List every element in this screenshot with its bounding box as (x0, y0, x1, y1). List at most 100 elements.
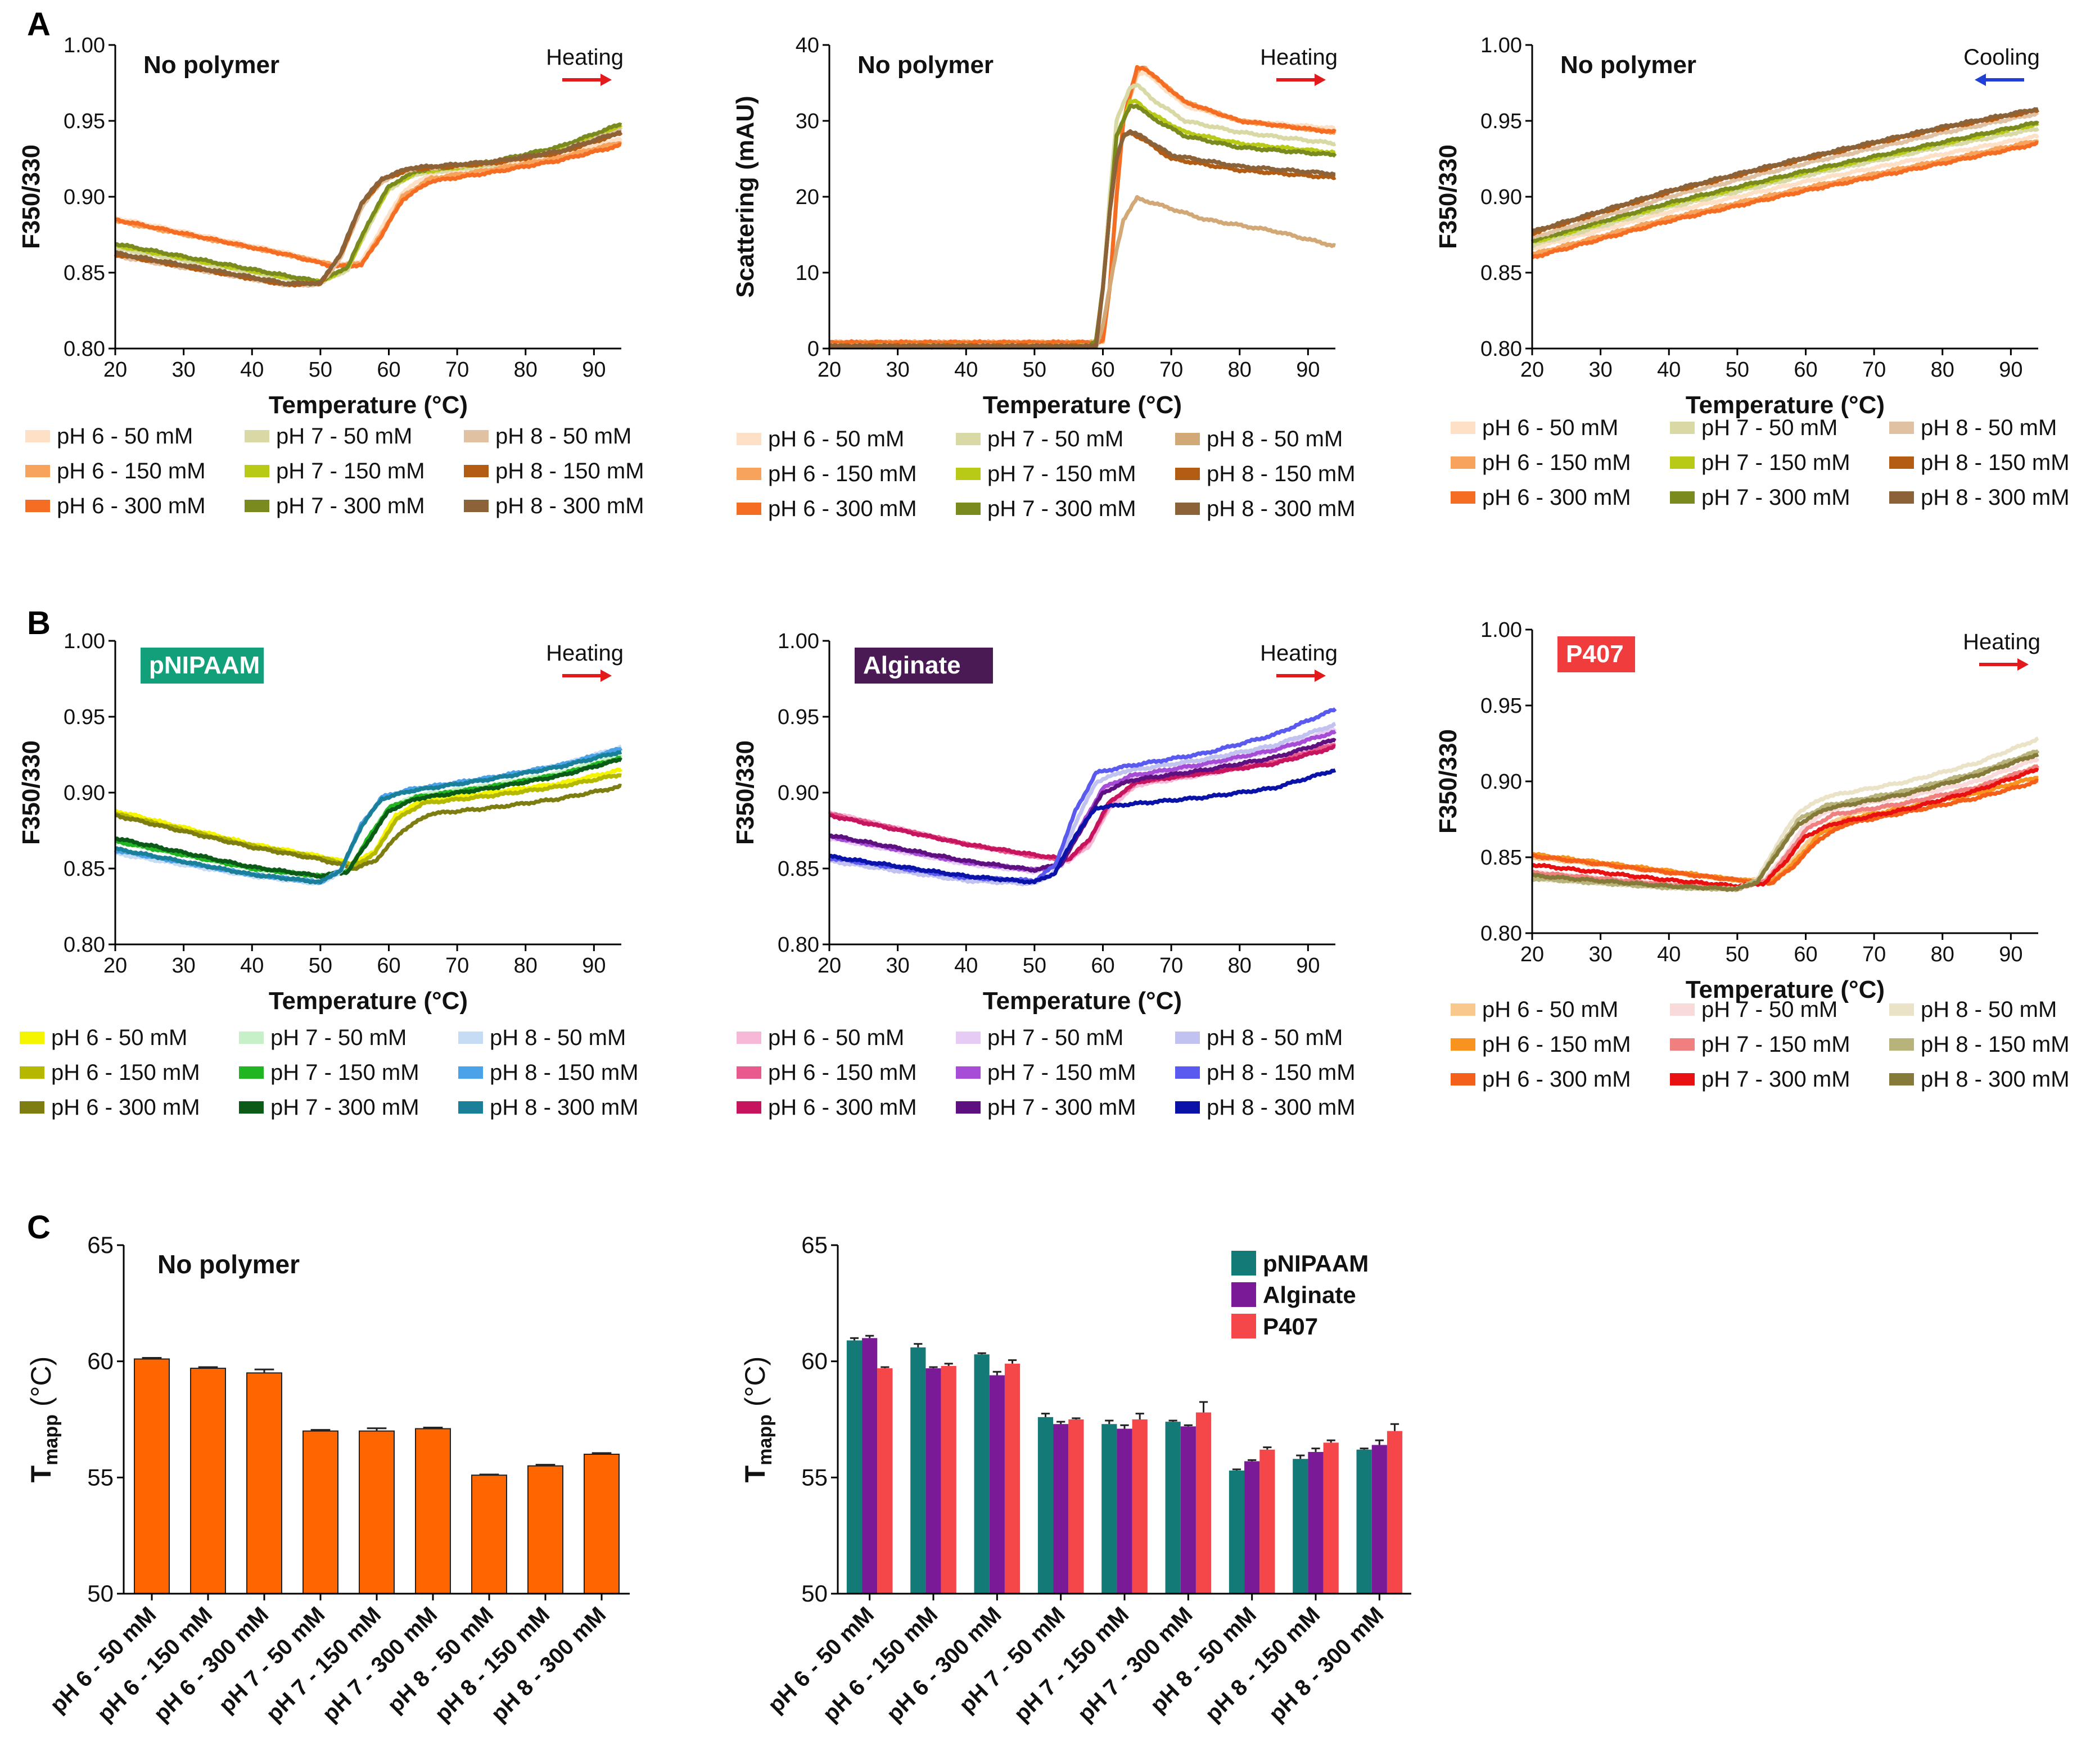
chart-title-b1: pNIPAAM (149, 652, 260, 679)
legend-item-b3-2: pH 6 - 300 mM (1451, 1062, 1670, 1097)
legend-item-b3-3: pH 7 - 50 mM (1670, 992, 1889, 1027)
x-tick-label-b2-5: 70 (1159, 954, 1183, 978)
x-tick-label-a1-3: 50 (309, 358, 332, 382)
series-line-b1-8 (115, 750, 622, 885)
x-tick-label-b3-3: 50 (1726, 943, 1749, 966)
legend-swatch (1889, 1073, 1914, 1085)
bar-c2-2-5 (1195, 1412, 1212, 1594)
bar-c2-0-0 (846, 1340, 863, 1594)
x-tick-label-b1-3: 50 (309, 954, 332, 978)
x-tick-label-a3-1: 30 (1588, 358, 1612, 382)
bar-c2-1-4 (1117, 1428, 1132, 1594)
annotation-text-b3: Heating (1963, 630, 2040, 654)
y-tick-label-b3-1: 0.85 (1480, 846, 1522, 870)
y-tick-label-b1-1: 0.85 (64, 857, 105, 881)
chart-title-b3: P407 (1566, 640, 1624, 668)
x-tick-label-a1-4: 60 (377, 358, 400, 382)
legend-item-a1-6: pH 8 - 50 mM (464, 419, 683, 454)
legend-label: pH 6 - 50 mM (1482, 415, 1619, 440)
legend-swatch (245, 430, 269, 442)
legend-swatch (464, 500, 489, 512)
legend-item-b1-3: pH 7 - 50 mM (239, 1020, 458, 1055)
x-tick-label-c2-5: pH 7 - 300 mM (1073, 1602, 1197, 1726)
x-tick-label-a2-0: 20 (818, 358, 841, 382)
series-line-b3-2 (1532, 779, 2039, 886)
legend-swatch (1451, 1073, 1475, 1085)
legend-swatch (1175, 1066, 1200, 1079)
legend-label: pH 8 - 300 mM (1207, 496, 1356, 521)
y-tick-label-b1-0: 0.80 (64, 933, 105, 957)
legend-label: pH 6 - 150 mM (1482, 450, 1631, 475)
series-line-b2-6 (829, 722, 1337, 886)
legend-swatch (1670, 422, 1695, 434)
chart-a1: 20 30 40 50 60 70 80 90 0.80 0.85 0.90 0.95 1.00 Temp… (11, 17, 675, 419)
bar-c2-0-6 (1229, 1470, 1245, 1594)
bar-c2-2-7 (1323, 1442, 1339, 1594)
x-tick-label-c2-8: pH 8 - 300 mM (1264, 1602, 1388, 1726)
legend-label: pH 6 - 300 mM (768, 1094, 917, 1120)
chart-title-c1: No polymer (157, 1250, 300, 1279)
x-tick-label-c2-7: pH 8 - 150 mM (1200, 1602, 1325, 1726)
legend-swatch (1889, 491, 1914, 504)
x-tick-label-a1-7: 90 (582, 358, 606, 382)
y-tick-label-b1-3: 0.95 (64, 705, 105, 729)
legend-label: pH 6 - 300 mM (1482, 1066, 1631, 1092)
legend-label: pH 8 - 50 mM (1921, 415, 2057, 440)
title-box-b3 (1557, 636, 1635, 672)
y-tick-label-c1-2: 60 (87, 1348, 114, 1374)
legend-label: pH 8 - 300 mM (495, 493, 644, 518)
x-axis-label-a1: Temperature (°C) (269, 391, 468, 419)
legend-swatch (1451, 456, 1475, 469)
legend-swatch (1670, 1038, 1695, 1051)
series-line-a2-4 (828, 98, 1337, 350)
legend-item-a1-8: pH 8 - 300 mM (464, 489, 683, 523)
bar-c2-1-2 (989, 1375, 1005, 1594)
y-tick-label-a2-3: 30 (796, 110, 819, 133)
x-tick-label-a1-5: 70 (445, 358, 469, 382)
legend-swatch-c2-2 (1231, 1314, 1256, 1338)
bar-c2-0-5 (1165, 1422, 1181, 1594)
legend-swatch (956, 1066, 981, 1079)
legend-label: pH 6 - 150 mM (768, 1060, 917, 1085)
series-line-a2-7 (828, 130, 1337, 350)
legend-item-b2-3: pH 7 - 50 mM (956, 1020, 1175, 1055)
x-tick-label-b3-7: 90 (1999, 943, 2022, 966)
y-tick-label-c1-3: 65 (87, 1232, 114, 1258)
y-tick-label-c1-0: 50 (87, 1580, 114, 1607)
x-axis-label-a2: Temperature (°C) (983, 391, 1182, 419)
series-line-a3-8 (1531, 107, 2039, 233)
x-tick-label-b1-0: 20 (103, 954, 127, 978)
bar-c1-0-1 (190, 1368, 226, 1594)
x-tick-label-b2-7: 90 (1296, 954, 1320, 978)
y-tick-label-b3-4: 1.00 (1480, 618, 1522, 642)
legend-item-a1-0: pH 6 - 50 mM (25, 419, 245, 454)
legend-swatch (1175, 433, 1200, 445)
legend-label: pH 6 - 50 mM (51, 1025, 188, 1050)
x-tick-label-a3-4: 60 (1794, 358, 1817, 382)
y-axis-label-b3: F350/330 (1434, 729, 1462, 834)
legend-item-a1-2: pH 6 - 300 mM (25, 489, 245, 523)
series-line-a3-5 (1530, 120, 2039, 243)
bar-c1-0-7 (527, 1465, 563, 1594)
x-tick-label-b2-2: 40 (954, 954, 978, 978)
annotation-text-a2: Heating (1260, 45, 1338, 70)
x-tick-label-a2-3: 50 (1023, 358, 1046, 382)
x-tick-label-a1-1: 30 (171, 358, 195, 382)
x-tick-label-c2-4: pH 7 - 150 mM (1009, 1602, 1134, 1726)
legend-label: pH 6 - 300 mM (51, 1094, 200, 1120)
bar-c2-2-1 (941, 1365, 956, 1594)
legend-item-a2-8: pH 8 - 300 mM (1175, 491, 1394, 526)
legend-item-a1-7: pH 8 - 150 mM (464, 454, 683, 489)
series-line-a3-0 (1531, 133, 2039, 251)
series-line-a2-8 (829, 129, 1336, 350)
annotation-arrow-head-a1 (600, 74, 612, 86)
legend-label: pH 7 - 50 mM (276, 423, 413, 449)
chart-a2: 20 30 40 50 60 70 80 90 0 10 20 30 40 Temperature (°C… (725, 17, 1389, 419)
legend-label: pH 8 - 300 mM (1207, 1094, 1356, 1120)
legend-swatch (956, 433, 981, 445)
legend-label: pH 7 - 150 mM (1701, 450, 1850, 475)
y-tick-label-b3-2: 0.90 (1480, 770, 1522, 794)
legend-label: pH 7 - 150 mM (1701, 1032, 1850, 1057)
